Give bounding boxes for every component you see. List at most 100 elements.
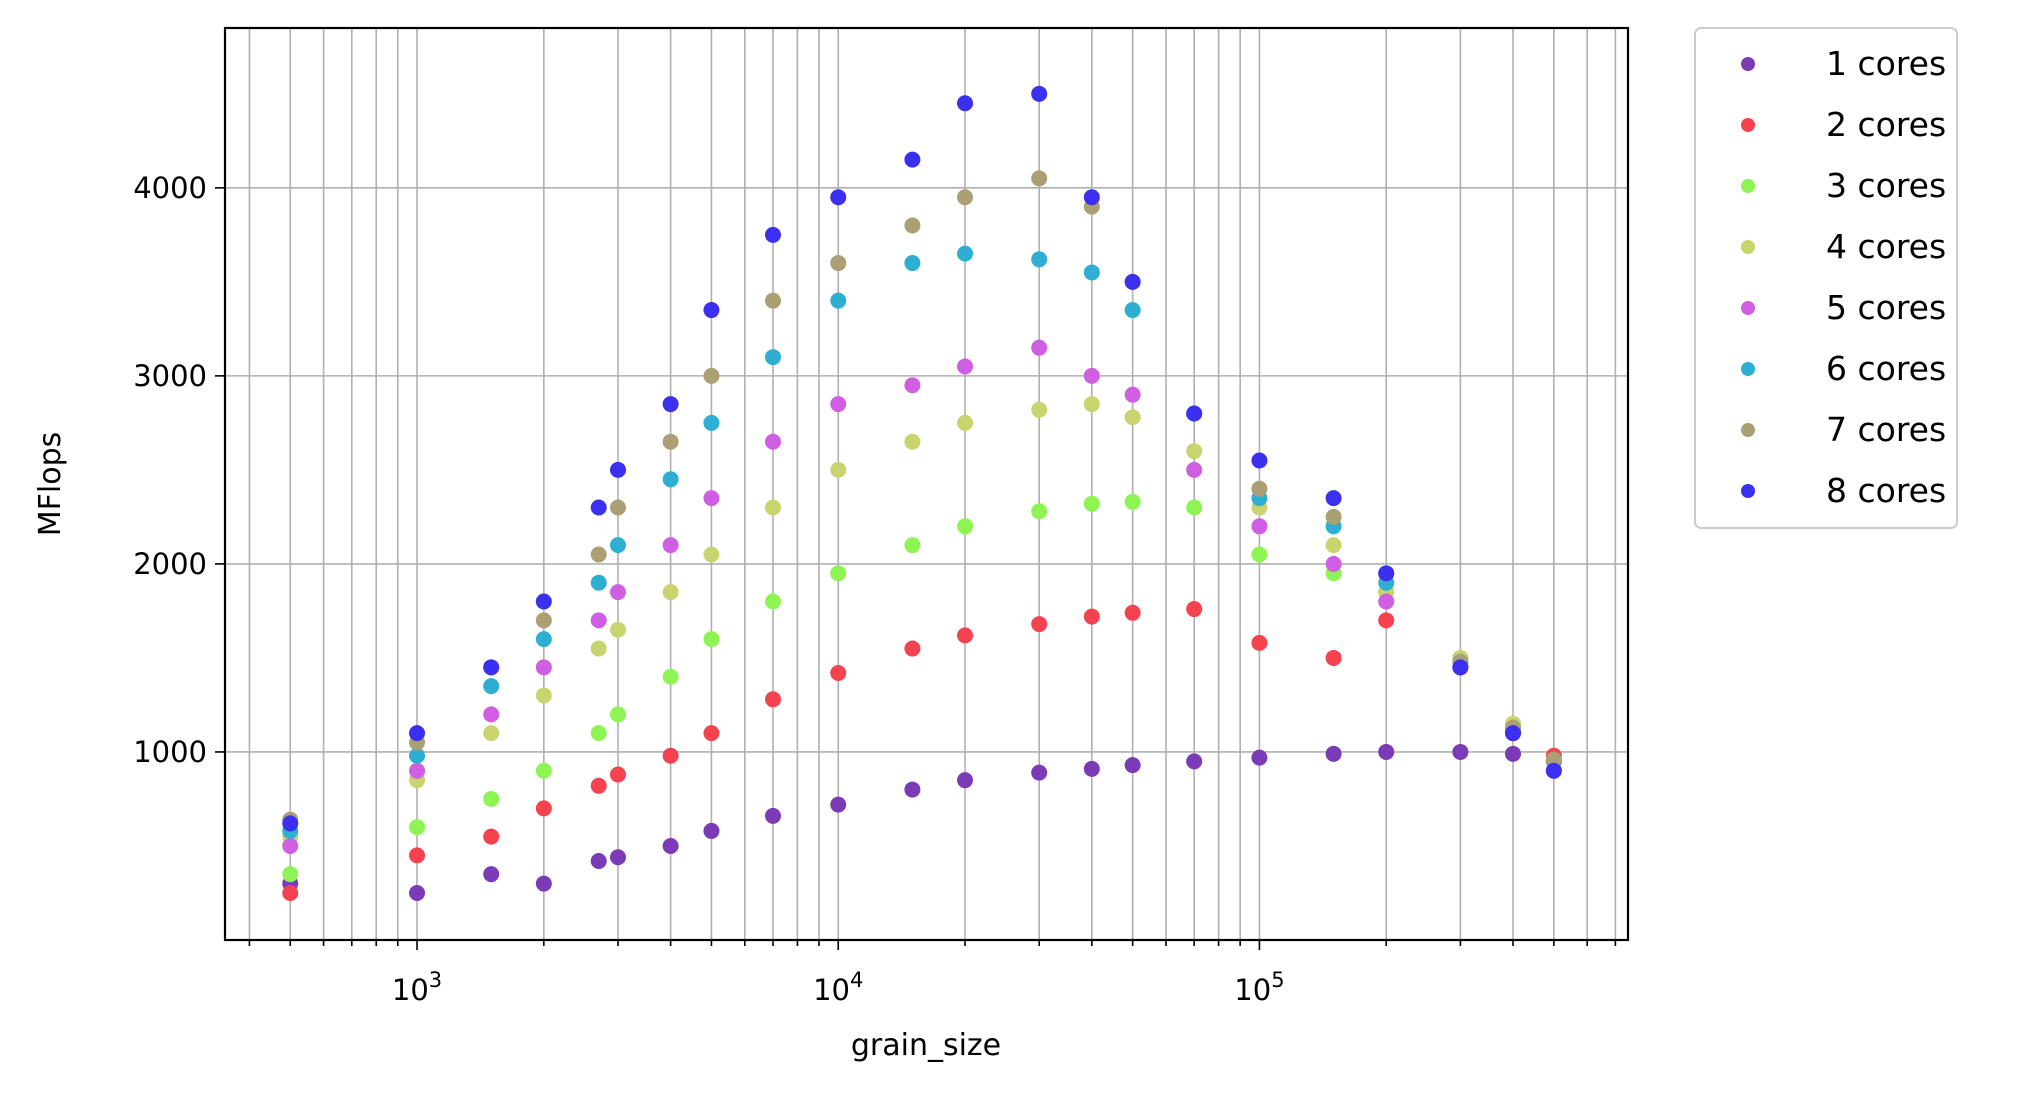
legend-label: 4 cores: [1826, 227, 1946, 266]
point-8-cores: [1251, 452, 1268, 469]
point-8-cores: [590, 499, 607, 516]
point-3-cores: [609, 706, 626, 723]
point-4-cores: [904, 433, 921, 450]
point-8-cores: [957, 95, 974, 112]
point-2-cores: [662, 747, 679, 764]
point-6-cores: [590, 574, 607, 591]
point-8-cores: [1545, 762, 1562, 779]
point-6-cores: [904, 255, 921, 272]
point-1-cores: [590, 853, 607, 870]
point-4-cores: [590, 640, 607, 657]
point-8-cores: [282, 815, 299, 832]
point-5-cores: [282, 837, 299, 854]
point-8-cores: [609, 461, 626, 478]
point-7-cores: [609, 499, 626, 516]
point-8-cores: [1452, 659, 1469, 676]
point-1-cores: [662, 837, 679, 854]
point-3-cores: [1186, 499, 1203, 516]
point-5-cores: [904, 377, 921, 394]
point-5-cores: [1124, 386, 1141, 403]
point-4-cores: [483, 725, 500, 742]
y-tick-label: 1000: [133, 735, 207, 769]
point-8-cores: [1083, 189, 1100, 206]
point-7-cores: [703, 367, 720, 384]
y-tick-label: 2000: [133, 547, 207, 581]
point-4-cores: [662, 584, 679, 601]
point-7-cores: [590, 546, 607, 563]
point-6-cores: [1124, 302, 1141, 319]
point-8-cores: [1505, 725, 1522, 742]
point-5-cores: [1186, 461, 1203, 478]
point-1-cores: [703, 822, 720, 839]
point-2-cores: [483, 828, 500, 845]
point-5-cores: [483, 706, 500, 723]
point-1-cores: [609, 849, 626, 866]
plot-frame: [223, 26, 1630, 942]
legend-marker: [1741, 423, 1755, 437]
point-5-cores: [1031, 339, 1048, 356]
y-axis-label: MFlops: [33, 432, 68, 537]
legend-label: 1 cores: [1826, 44, 1946, 83]
point-4-cores: [1325, 537, 1342, 554]
legend-marker: [1741, 179, 1755, 193]
point-7-cores: [764, 292, 781, 309]
point-6-cores: [1083, 264, 1100, 281]
point-4-cores: [764, 499, 781, 516]
point-5-cores: [957, 358, 974, 375]
point-1-cores: [1083, 760, 1100, 777]
point-1-cores: [1378, 743, 1395, 760]
y-tick-label: 4000: [133, 171, 207, 205]
point-1-cores: [904, 781, 921, 798]
point-5-cores: [1251, 518, 1268, 535]
point-3-cores: [1083, 495, 1100, 512]
point-8-cores: [535, 593, 552, 610]
point-6-cores: [764, 349, 781, 366]
point-4-cores: [1031, 401, 1048, 418]
point-2-cores: [957, 627, 974, 644]
legend-box: [1694, 27, 1958, 529]
point-2-cores: [1083, 608, 1100, 625]
point-8-cores: [662, 396, 679, 413]
point-3-cores: [535, 762, 552, 779]
point-2-cores: [1031, 616, 1048, 633]
point-2-cores: [703, 725, 720, 742]
point-4-cores: [1083, 396, 1100, 413]
legend: 1 cores 2 cores 3 cores 4 cores 5 cores 6 cor…: [1694, 27, 1958, 529]
point-3-cores: [1124, 493, 1141, 510]
legend-marker: [1741, 57, 1755, 71]
point-6-cores: [957, 245, 974, 262]
point-7-cores: [662, 433, 679, 450]
point-8-cores: [483, 659, 500, 676]
point-2-cores: [409, 847, 426, 864]
point-5-cores: [662, 537, 679, 554]
point-2-cores: [1378, 612, 1395, 629]
point-1-cores: [1452, 743, 1469, 760]
point-3-cores: [483, 790, 500, 807]
point-1-cores: [1031, 764, 1048, 781]
point-1-cores: [535, 875, 552, 892]
legend-label: 6 cores: [1826, 349, 1946, 388]
point-3-cores: [1031, 503, 1048, 520]
point-8-cores: [1325, 490, 1342, 507]
point-1-cores: [957, 772, 974, 789]
point-8-cores: [703, 302, 720, 319]
point-3-cores: [830, 565, 847, 582]
point-8-cores: [904, 151, 921, 168]
point-6-cores: [609, 537, 626, 554]
point-3-cores: [764, 593, 781, 610]
point-4-cores: [1186, 443, 1203, 460]
point-3-cores: [1251, 546, 1268, 563]
point-2-cores: [590, 777, 607, 794]
legend-label: 5 cores: [1826, 288, 1946, 327]
point-2-cores: [904, 640, 921, 657]
point-2-cores: [830, 664, 847, 681]
point-2-cores: [764, 691, 781, 708]
point-1-cores: [1505, 745, 1522, 762]
point-8-cores: [1186, 405, 1203, 422]
point-2-cores: [1325, 649, 1342, 666]
point-7-cores: [1251, 480, 1268, 497]
point-3-cores: [957, 518, 974, 535]
point-4-cores: [609, 621, 626, 638]
x-tick-label: 103: [392, 968, 442, 1007]
